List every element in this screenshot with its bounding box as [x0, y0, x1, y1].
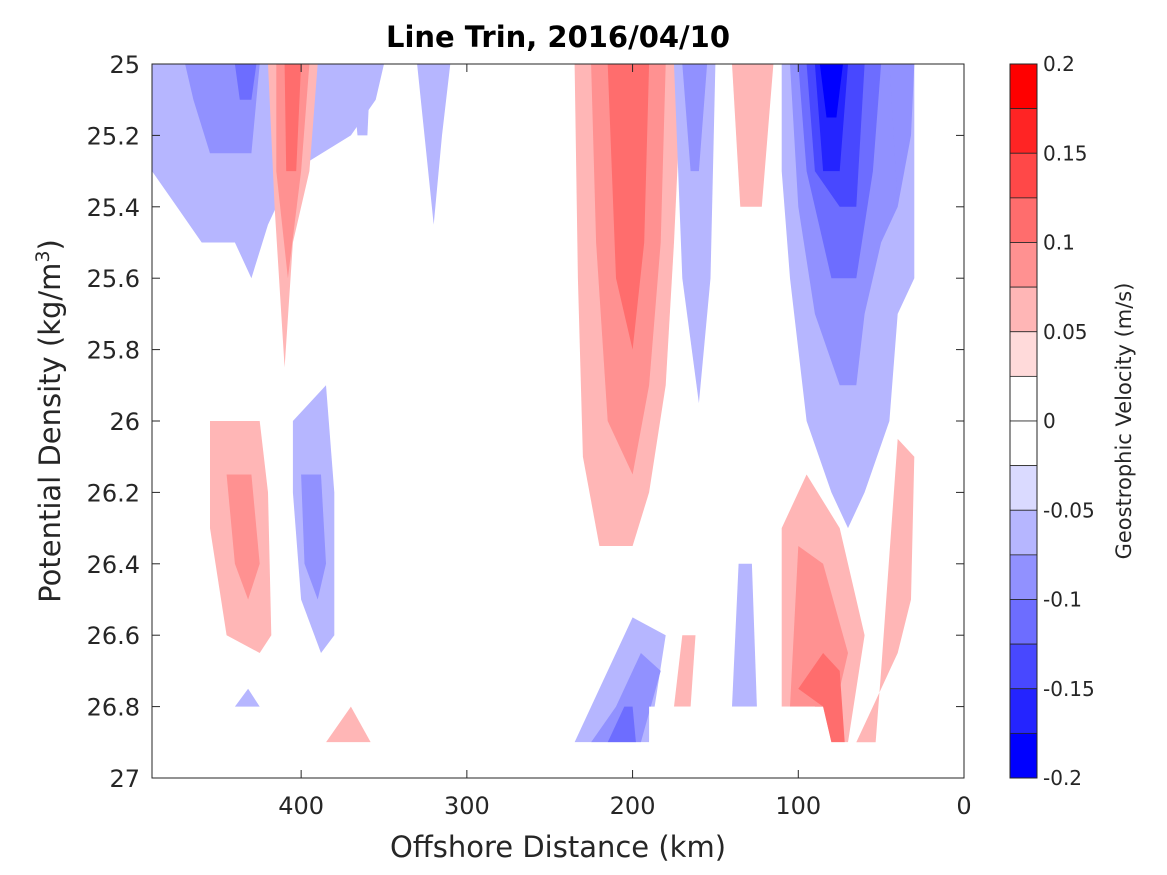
contour-region-neg-40-tail	[889, 64, 915, 207]
masked-region-masked-bottom-left	[152, 742, 964, 778]
contour-region-neg-365-spot	[350, 64, 371, 136]
contour-region-neg-165-outer	[674, 64, 716, 404]
colorbar-band	[1009, 554, 1038, 600]
colorbar-tick-label: 0	[1043, 409, 1056, 433]
contour-layer	[152, 64, 915, 778]
colorbar-band	[1009, 286, 1038, 333]
chart-title: Line Trin, 2016/04/10	[386, 20, 730, 54]
contour-region-neg-435-small	[234, 688, 260, 707]
contour-region-neg-80-core	[819, 64, 843, 118]
y-tick-label: 25.6	[87, 265, 140, 293]
colorbar-band	[1009, 108, 1038, 154]
y-tick-label: 25.4	[87, 194, 140, 222]
y-axis-label: Potential Density (kg/m3)	[32, 239, 67, 603]
y-tick-label: 25.2	[87, 122, 140, 150]
y-axis-label-close: )	[33, 239, 67, 250]
contour-region-pos-405-in	[284, 64, 302, 172]
colorbar-band	[1009, 242, 1038, 288]
colorbar-tick-label: 0.05	[1043, 320, 1088, 344]
contour-region-neg-440-core-b	[234, 64, 257, 100]
contour-region-neg-165-in	[682, 64, 708, 172]
y-tick-label: 26.2	[87, 479, 140, 507]
contour-region-pos-440-deep-in	[226, 474, 260, 600]
colorbar	[1009, 63, 1038, 779]
contour-region-pos-200-in	[607, 64, 650, 350]
contour-region-pos-165-deep	[674, 635, 696, 707]
contour-region-pos-370-small	[326, 706, 371, 743]
colorbar-tick-label: -0.2	[1043, 766, 1082, 790]
y-tick-label: 26	[109, 408, 140, 436]
y-axis-label-superscript: 3	[32, 250, 54, 262]
colorbar-band	[1009, 420, 1038, 467]
colorbar-tick-label: -0.15	[1043, 677, 1095, 701]
colorbar-frame	[1009, 63, 1038, 779]
colorbar-ticks: 0.2 0.15 0.1 0.05 0 -0.05 -0.1 -0.15 -0.2	[1043, 52, 1095, 790]
y-axis: 25 25.2 25.4 25.6 25.8 26 26.2 26.4 26.6 26.8 27	[87, 51, 964, 793]
colorbar-tick-label: 0.2	[1043, 52, 1075, 76]
contour-region-pos-50-deep	[856, 438, 915, 778]
colorbar-tick-label: -0.05	[1043, 498, 1095, 522]
y-tick-label: 26.6	[87, 622, 140, 650]
colorbar-band	[1009, 331, 1038, 377]
x-tick-label: 100	[775, 792, 821, 820]
x-axis: 400 300 200 100 0	[278, 64, 972, 820]
contour-region-neg-390-deep-in	[301, 474, 326, 600]
contour-region-pos-130-spot	[732, 64, 774, 207]
x-axis-label: Offshore Distance (km)	[390, 830, 726, 864]
colorbar-band	[1009, 643, 1038, 690]
colorbar-band	[1009, 197, 1038, 243]
x-tick-label: 400	[278, 792, 324, 820]
colorbar-band	[1009, 63, 1038, 110]
y-tick-label: 27	[109, 765, 140, 793]
colorbar-band	[1009, 688, 1038, 734]
contour-region-neg-200-deep-mid	[591, 653, 661, 743]
colorbar-label: Geostrophic Velocity (m/s)	[1112, 283, 1136, 560]
contour-region-neg-135-deep	[732, 563, 757, 707]
y-axis-label-main: Potential Density (kg/m	[33, 263, 67, 603]
colorbar-band	[1009, 375, 1038, 422]
colorbar-tick-label: -0.1	[1043, 588, 1082, 612]
contour-region-pos-90-deep-in	[798, 653, 845, 743]
y-tick-label: 26.8	[87, 694, 140, 722]
colorbar-band	[1009, 599, 1038, 645]
contour-region-neg-200-deep-in	[607, 706, 636, 743]
colorbar-tick-label: 0.15	[1043, 141, 1088, 165]
colorbar-band	[1009, 509, 1038, 556]
colorbar-band	[1009, 465, 1038, 511]
y-tick-label: 25	[109, 51, 140, 79]
y-tick-label: 26.4	[87, 551, 140, 579]
contour-region-neg-320-spot	[417, 64, 451, 225]
colorbar-tick-label: 0.1	[1043, 231, 1075, 255]
masked-region-layer	[152, 706, 964, 778]
masked-region-masked-bottom-mid	[649, 706, 815, 743]
y-tick-label: 25.8	[87, 337, 140, 365]
x-tick-label: 300	[444, 792, 490, 820]
colorbar-band	[1009, 152, 1038, 199]
colorbar-band	[1009, 732, 1038, 779]
x-tick-label: 0	[956, 792, 971, 820]
x-tick-label: 200	[610, 792, 656, 820]
